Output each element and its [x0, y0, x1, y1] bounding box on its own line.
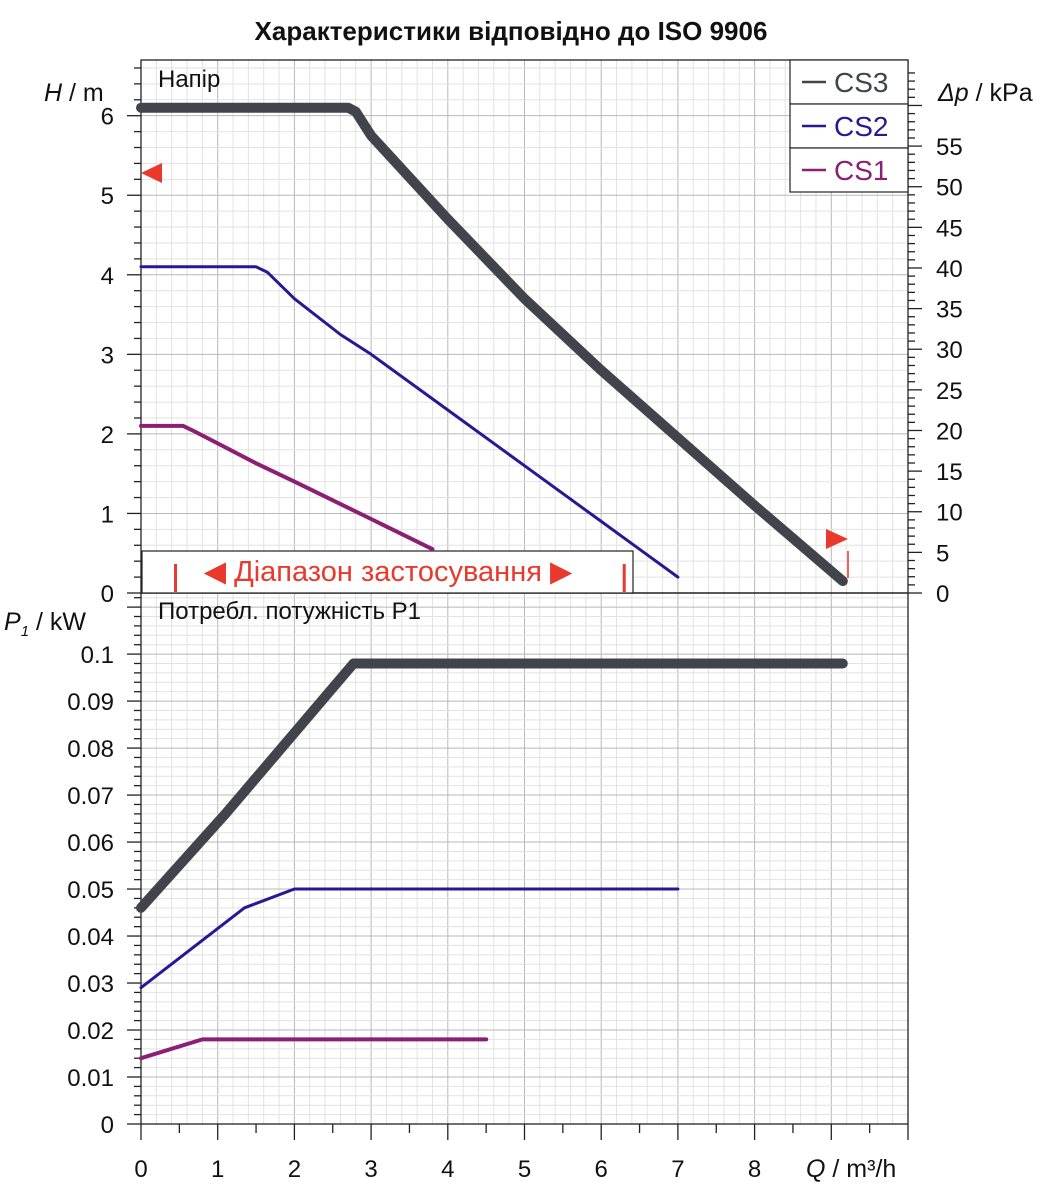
x-axis-label: Q / m³/h [806, 1155, 896, 1183]
x-axis-tick-label: 4 [441, 1156, 454, 1183]
head-curve-cs3 [136, 102, 848, 587]
y-axis-tick-label-head: 4 [101, 263, 114, 290]
x-axis-tick-label: 0 [134, 1156, 147, 1183]
x-axis-tick-label: 6 [595, 1156, 608, 1183]
y2-axis-tick-label-pressure: 30 [936, 337, 963, 364]
y-axis-label-power-var: P [4, 608, 21, 636]
y2-axis-tick-label-pressure: 45 [936, 215, 963, 242]
axis-tick-labels: 0 1 2 3 4 5 6 7 80123456051015202530354045505500… [67, 104, 962, 1183]
axis-ticks [127, 67, 922, 1140]
x-axis-label-var: Q [806, 1155, 825, 1183]
application-range: ◀ Діапазон застосування ▶ [141, 550, 634, 594]
y-axis-label-power-sub: 1 [21, 623, 29, 640]
y-axis-tick-label-head: 0 [101, 581, 114, 608]
x-axis-tick-label: 5 [518, 1156, 531, 1183]
x-axis-tick-label: 2 [288, 1156, 301, 1183]
y-axis-tick-label-power: 0.08 [67, 736, 114, 763]
y-axis-label-head-var: H [44, 79, 63, 107]
y-axis-label-power-unit: / kW [29, 608, 86, 636]
y2-axis-tick-label-pressure: 15 [936, 459, 963, 486]
y2-axis-tick-label-pressure: 0 [936, 581, 949, 608]
y2-axis-tick-label-pressure: 10 [936, 500, 963, 527]
power-curve-cs1 [139, 1037, 489, 1061]
y-axis-label-power: P1 / kW [4, 608, 86, 640]
y2-axis-tick-label-pressure: 35 [936, 297, 963, 324]
legend-entry-label: CS1 [834, 155, 888, 186]
y2-axis-tick-label-pressure: 55 [936, 134, 963, 161]
application-range-box [141, 550, 634, 594]
y-axis-tick-label-power: 0 [101, 1112, 114, 1139]
y-axis-tick-label-head: 2 [101, 422, 114, 449]
min-range-marker-icon [141, 163, 162, 183]
head-curve-cs2 [139, 265, 680, 579]
y-axis-tick-label-power: 0.02 [67, 1018, 114, 1045]
y-axis-tick-label-power: 0.1 [81, 642, 114, 669]
y-axis-label-head-unit: / m [62, 79, 104, 107]
legend-entry-label: CS2 [834, 111, 888, 142]
y-axis-label-head: H / m [44, 79, 104, 107]
application-range-label: ◀ Діапазон застосування ▶ [204, 556, 573, 588]
y-axis-tick-label-power: 0.07 [67, 783, 114, 810]
legend: CS3 CS2 CS1 [789, 59, 909, 193]
y2-axis-label-pressure: Δp / kPa [937, 79, 1033, 107]
x-axis-tick-label: 8 [748, 1156, 761, 1183]
y-axis-tick-label-power: 0.05 [67, 877, 114, 904]
head-curve-cs1 [139, 423, 435, 552]
power-curve-cs3 [136, 658, 848, 913]
y-axis-tick-label-head: 3 [101, 342, 114, 369]
y-axis-tick-label-power: 0.04 [67, 924, 114, 951]
y-axis-tick-label-head: 5 [101, 183, 114, 210]
y-axis-tick-label-power: 0.03 [67, 971, 114, 998]
max-range-marker-icon [826, 529, 848, 549]
y2-axis-label-var: Δp [937, 79, 969, 107]
x-axis-label-unit: / m³/h [825, 1155, 896, 1183]
y-axis-tick-label-head: 6 [101, 104, 114, 131]
chart-title: Характеристики відповідно до ISO 9906 [255, 16, 768, 46]
y2-axis-tick-label-pressure: 50 [936, 175, 963, 202]
power-curve-cs2 [139, 887, 680, 990]
y-axis-tick-label-power: 0.06 [67, 830, 114, 857]
y-axis-tick-label-head: 1 [101, 501, 114, 528]
legend-entry-label: CS3 [834, 67, 888, 98]
y2-axis-tick-label-pressure: 25 [936, 378, 963, 405]
x-axis-tick-label: 3 [364, 1156, 377, 1183]
y2-axis-tick-label-pressure: 5 [936, 540, 949, 567]
x-axis-tick-label: 7 [671, 1156, 684, 1183]
y-axis-tick-label-power: 0.09 [67, 689, 114, 716]
y2-axis-tick-label-pressure: 20 [936, 418, 963, 445]
range-markers [141, 163, 849, 592]
head-panel-label: Напір [158, 66, 220, 93]
y2-axis-tick-label-pressure: 40 [936, 256, 963, 283]
y2-axis-label-unit: / kPa [969, 79, 1033, 107]
y-axis-tick-label-power: 0.01 [67, 1065, 114, 1092]
series [136, 102, 848, 1061]
x-axis-tick-label: 1 [211, 1156, 224, 1183]
power-panel-label: Потребл. потужність P1 [158, 598, 421, 625]
